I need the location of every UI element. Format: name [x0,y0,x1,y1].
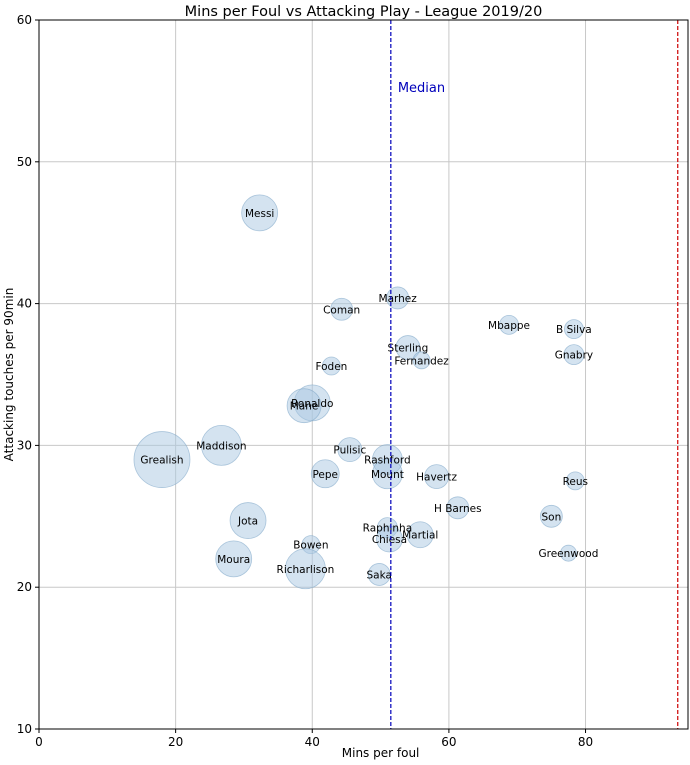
player-label: Greenwood [538,548,598,560]
player-label: Moura [217,554,250,566]
player-bubble [229,502,267,539]
player-bubble [215,540,253,578]
player-bubble [565,471,585,491]
reference-lines: Median [390,20,679,729]
player-bubble [560,544,577,562]
player-bubble [412,351,431,370]
player-label: Fernandez [394,355,449,367]
player-bubble [310,459,340,489]
player-bubble [376,525,403,553]
player-bubble [241,194,279,232]
player-label: Bowen [293,540,328,552]
y-tick-label: 60 [17,13,32,27]
player-bubble [499,314,519,335]
player-label: Messi [245,208,274,220]
player-label: Richarlison [277,564,335,576]
player-bubble [201,424,242,466]
player-bubble [285,548,326,590]
player-bubble [395,335,421,360]
y-axis-ticks: 10 20 30 40 50 60 [17,13,39,736]
player-bubble [386,286,410,310]
player-bubble [330,297,354,321]
player-label: Ronaldo [291,398,333,410]
player-label: B Silva [556,324,592,336]
player-bubble [367,563,391,586]
x-tick-label: 60 [441,735,456,749]
player-bubble [133,431,191,488]
y-tick-label: 40 [17,297,32,311]
player-label: Chiesa [372,534,407,546]
player-label: Grealish [140,455,183,467]
player-label: Coman [323,304,360,316]
chart-title: Mins per Foul vs Attacking Play - League… [185,4,543,20]
player-label: Pepe [312,469,338,481]
bubble-layer [133,194,585,590]
player-label: Marhez [379,293,418,305]
y-axis-label: Attacking touches per 90min [2,288,16,462]
player-label: Pulisic [333,445,366,457]
player-label-layer: Messi Marhez Coman Mbappe B Silva Sterling Gna… [140,208,598,582]
median-label: Median [398,81,445,96]
player-label: Reus [563,476,588,488]
player-label: Jota [237,516,258,528]
player-label: Mount [371,469,404,481]
y-tick-label: 20 [17,580,32,594]
player-bubble [372,458,403,490]
player-label: Havertz [416,472,457,484]
player-label: Martial [402,530,438,542]
player-bubble [424,464,449,489]
player-bubble [564,319,584,340]
player-label: Mbappe [488,320,530,332]
player-label: Foden [315,361,347,373]
x-tick-label: 20 [168,735,183,749]
y-tick-label: 10 [17,722,32,736]
player-label: H Barnes [434,503,482,515]
player-bubble [406,521,434,549]
x-axis-ticks: 0 20 40 60 80 [35,729,593,749]
y-tick-label: 30 [17,438,32,452]
player-bubble [286,388,322,424]
x-tick-label: 0 [35,735,43,749]
x-tick-label: 80 [578,735,593,749]
x-tick-label: 40 [305,735,320,749]
player-label: Sterling [388,343,429,355]
player-label: Son [541,511,561,523]
player-bubble [539,504,563,528]
player-bubble [321,356,341,376]
player-bubble [563,344,585,366]
plot-frame [38,19,689,730]
player-bubble [446,496,470,520]
x-axis-label: Mins per foul [342,746,420,760]
player-label: Gnabry [555,350,593,362]
player-bubble [337,437,363,463]
player-label: Maddison [196,440,246,452]
player-label: Raphinha [363,523,412,535]
grid-lines [38,19,688,730]
player-label: Saka [366,569,391,581]
player-label: Mane [290,401,319,413]
y-tick-label: 50 [17,155,32,169]
player-label: Rashford [364,455,411,467]
